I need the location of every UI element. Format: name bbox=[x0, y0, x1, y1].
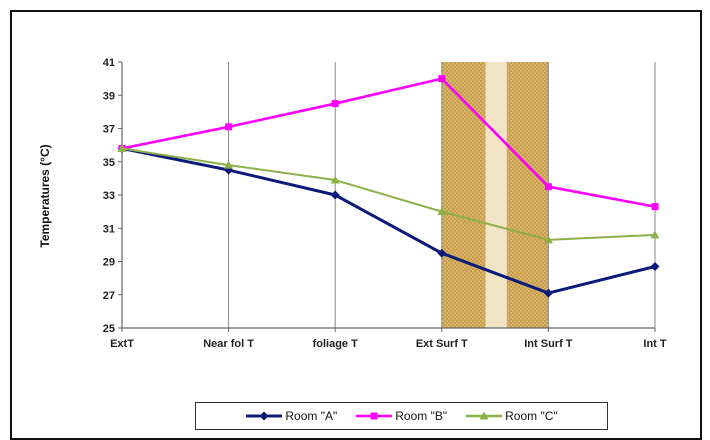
y-tick-label: 27 bbox=[103, 290, 115, 302]
chart-frame: 25 27 29 31 33 35 37 39 41 ExtT Near fol T foliage … bbox=[10, 10, 702, 440]
data-point bbox=[479, 411, 489, 420]
x-tick-label: Ext Surf T bbox=[416, 338, 468, 350]
data-point bbox=[330, 175, 340, 184]
data-point bbox=[650, 230, 660, 239]
series-1 bbox=[118, 75, 659, 211]
y-tick-label: 25 bbox=[103, 323, 115, 335]
data-point bbox=[117, 143, 127, 152]
x-tick-label: Int Surf T bbox=[524, 338, 573, 350]
legend-label: Room "C" bbox=[505, 409, 558, 423]
data-point bbox=[438, 75, 446, 83]
band-layer bbox=[441, 62, 549, 328]
data-point bbox=[370, 412, 378, 420]
data-point bbox=[259, 411, 269, 421]
y-tick-label: 41 bbox=[103, 57, 115, 69]
legend-swatch bbox=[466, 411, 503, 420]
data-point bbox=[437, 248, 447, 258]
legend-item: Room "A" bbox=[245, 409, 337, 423]
data-point bbox=[543, 288, 553, 298]
x-tick-label: Near fol T bbox=[203, 338, 254, 350]
data-point bbox=[225, 123, 233, 131]
y-axis-title: Temperatures (°C) bbox=[38, 144, 52, 247]
highlight-band-gap bbox=[485, 62, 507, 328]
data-point bbox=[224, 160, 234, 169]
legend-swatch bbox=[356, 412, 393, 420]
y-tick-label: 35 bbox=[103, 157, 115, 169]
legend-label: Room "A" bbox=[285, 409, 338, 423]
series-line bbox=[121, 77, 656, 208]
legend: Room "A" Room "B" Room "C" bbox=[195, 402, 608, 430]
data-point bbox=[544, 183, 552, 191]
legend-item: Room "B" bbox=[355, 409, 447, 423]
series-line bbox=[121, 146, 656, 295]
legend-swatch bbox=[246, 411, 283, 421]
axis-layer: 25 27 29 31 33 35 37 39 41 ExtT Near fol T foliage … bbox=[103, 57, 667, 350]
series-line bbox=[121, 147, 656, 241]
data-point bbox=[331, 100, 339, 108]
y-tick-label: 33 bbox=[103, 190, 115, 202]
y-tick-label: 29 bbox=[103, 257, 115, 269]
y-tick-label: 37 bbox=[103, 124, 115, 136]
series-layer bbox=[117, 75, 660, 298]
legend-item: Room "C" bbox=[465, 409, 558, 423]
x-tick-label: ExtT bbox=[110, 338, 134, 350]
data-point bbox=[651, 203, 659, 211]
y-tick-label: 31 bbox=[103, 223, 115, 235]
data-point bbox=[437, 207, 447, 216]
series-2 bbox=[117, 143, 660, 244]
chart-svg: 25 27 29 31 33 35 37 39 41 ExtT Near fol T foliage … bbox=[38, 57, 667, 350]
legend-label: Room "B" bbox=[395, 409, 448, 423]
x-tick-label: Int T bbox=[643, 338, 666, 350]
x-tick-label: foliage T bbox=[313, 338, 359, 350]
data-point bbox=[543, 235, 553, 244]
series-0 bbox=[117, 143, 660, 298]
y-tick-label: 39 bbox=[103, 90, 115, 102]
data-point bbox=[330, 190, 340, 200]
data-point bbox=[650, 261, 660, 271]
